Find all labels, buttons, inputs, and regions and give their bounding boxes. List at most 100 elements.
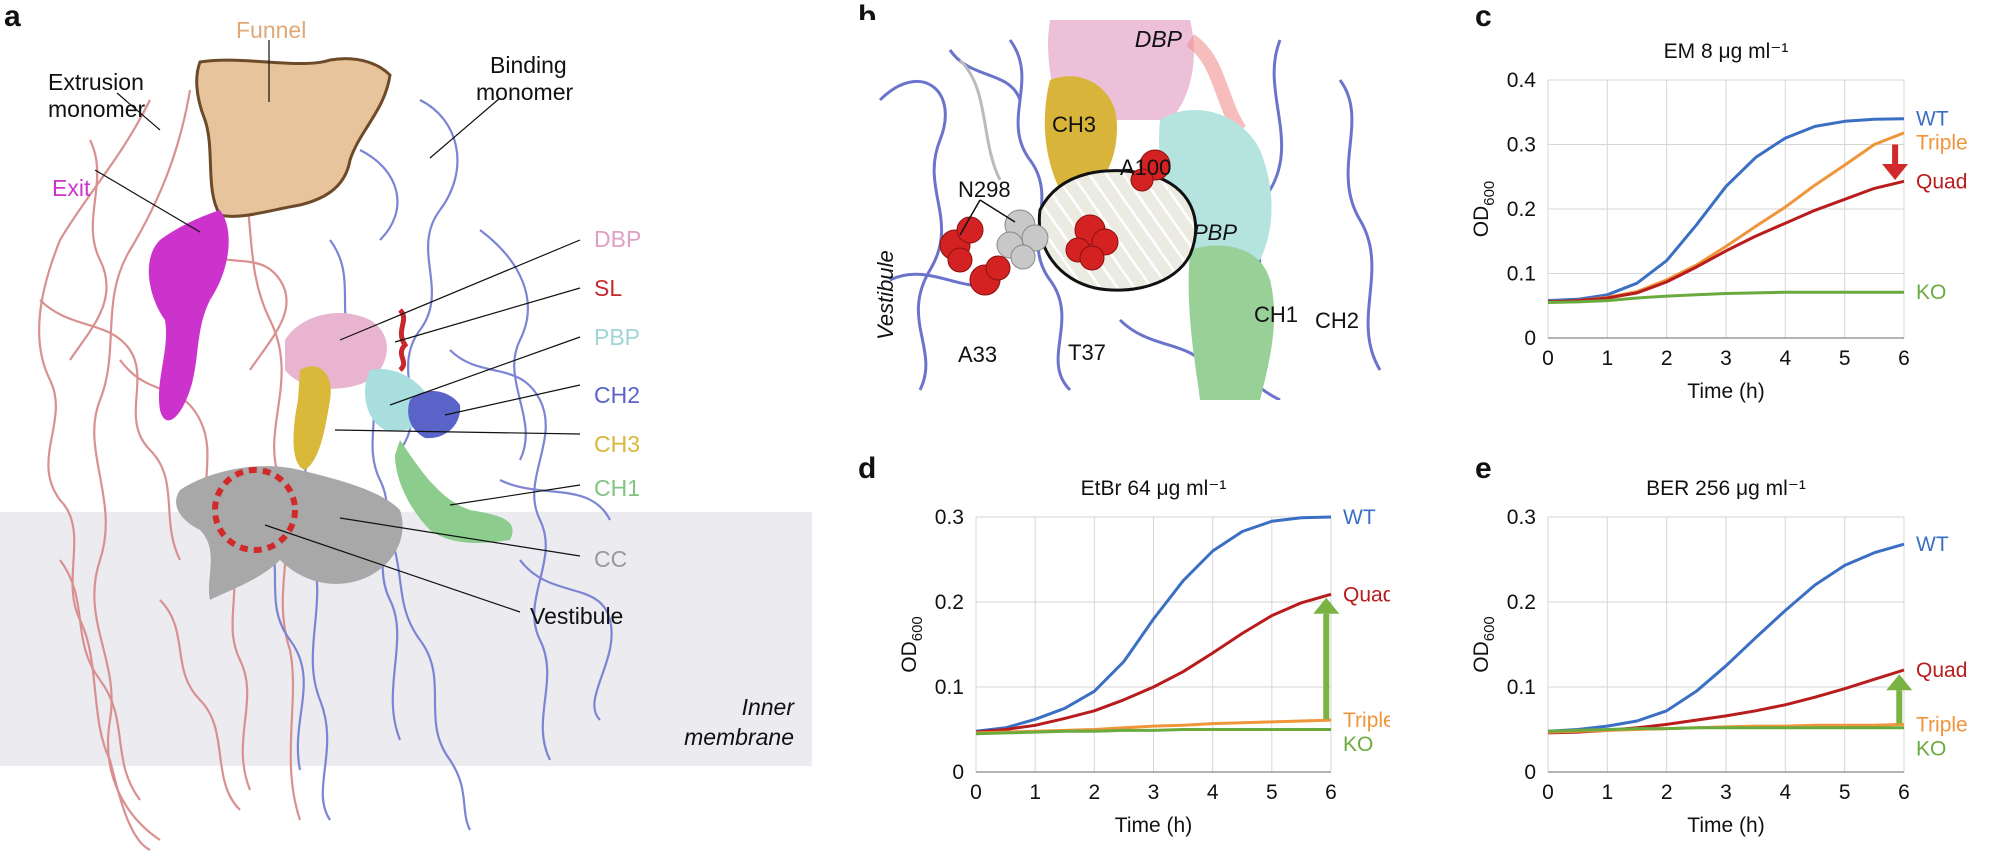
b-n298-leaders: [959, 199, 1016, 236]
chart-e-xtick-label: 2: [1661, 781, 1673, 804]
b-label-ch2: CH2: [1315, 308, 1359, 333]
panel-letter-a: a: [4, 0, 21, 33]
chart-e-legend-wt: WT: [1916, 533, 1949, 556]
label-dbp: DBP: [594, 226, 641, 252]
chart-d-xtick-label: 6: [1325, 781, 1337, 804]
b-red-spheres-t37: [1065, 214, 1119, 271]
chart-c-xtick-label: 6: [1898, 347, 1910, 370]
b-label-ch1: CH1: [1254, 302, 1298, 327]
chart-d-ytick-label: 0.3: [935, 506, 964, 529]
grey-ribbon: [958, 58, 1002, 181]
chart-e-xtick-label: 5: [1839, 781, 1851, 804]
chart-c-series-wt: [1547, 117, 1905, 303]
chart-c-ytick-label: 0.2: [1507, 198, 1536, 221]
b-vestibule-hatched: [1037, 169, 1198, 292]
chart-d-legend-quad: Quad: [1343, 583, 1390, 606]
label-ch1: CH1: [594, 475, 640, 501]
chart-c-series-ko: [1547, 290, 1904, 304]
chart-e-xtick-label: 1: [1601, 781, 1613, 804]
chart-c-xtick-label: 0: [1542, 347, 1554, 370]
label-funnel: Funnel: [236, 17, 306, 43]
label-cc: CC: [594, 546, 627, 572]
chart-d-series-wt: [975, 515, 1332, 733]
chart-d-series-ko: [975, 728, 1331, 736]
label-extrusion-line1: Extrusion: [48, 69, 144, 95]
chart-e-legend-triple: Triple: [1916, 713, 1968, 736]
chart-d-xtick-label: 2: [1088, 781, 1100, 804]
label-ch3: CH3: [594, 431, 640, 457]
chart-c-series-quad: [1547, 179, 1905, 304]
chart-c-xtick-label: 4: [1779, 347, 1791, 370]
label-sl: SL: [594, 275, 622, 301]
label-pbp: PBP: [594, 324, 640, 350]
label-exit: Exit: [52, 175, 91, 201]
chart-c-xtick-label: 3: [1720, 347, 1732, 370]
chart-d-ytick-label: 0.1: [935, 676, 964, 699]
chart-e-ytick-label: 0.2: [1507, 591, 1536, 614]
label-binding-line1: Binding: [490, 52, 567, 78]
b-label-dbp: DBP: [1135, 26, 1183, 52]
chart-d-legend-triple: Triple: [1343, 709, 1390, 732]
chart-e-xtick-label: 0: [1542, 781, 1554, 804]
b-red-helix: [1185, 34, 1246, 134]
ch1-surface: [395, 440, 513, 543]
chart-c-legend-quad: Quad: [1916, 170, 1967, 193]
funnel-surface: [195, 57, 392, 218]
b-label-a33: A33: [958, 342, 997, 367]
b-label-pbp: PBP: [1193, 220, 1237, 245]
chart-e-legend-ko: KO: [1916, 737, 1946, 760]
panel-letter-c: c: [1475, 0, 1492, 33]
chart-e-ytick-label: 0.1: [1507, 676, 1536, 699]
chart-c-ytick-label: 0: [1524, 327, 1536, 350]
chart-e-series-ko: [1547, 726, 1904, 733]
chart-d-ylabel: OD600: [898, 616, 926, 673]
chart-e-xlabel: Time (h): [1687, 814, 1764, 837]
b-label-n298: N298: [958, 177, 1011, 202]
chart-c-xtick-label: 5: [1839, 347, 1851, 370]
b-label-vestibule: Vestibule: [873, 250, 898, 340]
chart-e: BER 256 μg ml⁻¹ 0 0.1 0.2 0.3 0 1 2 3 4 5 6 Time (h)…: [1470, 477, 1968, 837]
chart-c-ytick-label: 0.1: [1507, 263, 1536, 286]
chart-c-legend-triple: Triple: [1916, 132, 1968, 155]
chart-c-xlabel: Time (h): [1687, 380, 1764, 403]
chart-e-ytick-label: 0: [1524, 761, 1536, 784]
chart-c-title: EM 8 μg ml⁻¹: [1664, 40, 1789, 63]
ch3-surface: [293, 366, 331, 470]
chart-d: EtBr 64 μg ml⁻¹ 0 0.1 0.2 0.3 0 1 2 3 4 5 6 Time (h)…: [898, 477, 1390, 837]
sl-loop: [397, 308, 409, 372]
chart-d-xtick-label: 1: [1029, 781, 1041, 804]
panel-letter-d: d: [858, 452, 877, 485]
panel-a-structure: Funnel Extrusion monomer Binding monomer…: [0, 17, 812, 851]
chart-e-arrow-head: [1886, 674, 1913, 691]
chart-c-ytick-label: 0.3: [1507, 134, 1536, 157]
chart-c-legend-wt: WT: [1916, 108, 1949, 131]
b-ch3-surface: [1044, 76, 1118, 190]
b-grey-spheres-n298: [996, 209, 1049, 270]
panel-b-closeup: DBP CH3 A100 N298 PBP Vestibule A33 T37 …: [860, 20, 1410, 400]
chart-d-xtick-label: 0: [970, 781, 982, 804]
b-label-a100: A100: [1120, 155, 1171, 180]
chart-e-xtick-label: 4: [1779, 781, 1791, 804]
b-red-spheres-a100: [1130, 149, 1171, 192]
chart-d-xtick-label: 3: [1148, 781, 1160, 804]
chart-c-arrow-head: [1882, 163, 1909, 180]
chart-e-xtick-label: 3: [1720, 781, 1732, 804]
b-label-t37: T37: [1068, 340, 1106, 365]
chart-d-xlabel: Time (h): [1115, 814, 1192, 837]
chart-e-ytick-label: 0.3: [1507, 506, 1536, 529]
chart-d-xtick-label: 5: [1266, 781, 1278, 804]
chart-d-arrow-head: [1313, 597, 1340, 614]
chart-e-legend-quad: Quad: [1916, 659, 1967, 682]
label-binding-line2: monomer: [476, 79, 573, 105]
chart-d-ytick-label: 0: [952, 761, 964, 784]
ch2-surface: [408, 390, 461, 439]
chart-c: EM 8 μg ml⁻¹ 0 0.1 0.2 0.3 0.4 0 1 2 3 4 5 6 Time (h)…: [1470, 40, 1968, 403]
chart-e-title: BER 256 μg ml⁻¹: [1646, 477, 1806, 500]
label-extrusion-line2: monomer: [48, 96, 145, 122]
chart-e-xtick-label: 6: [1898, 781, 1910, 804]
vestibule-dashed-circle: [212, 467, 298, 553]
chart-e-ylabel: OD600: [1470, 616, 1498, 673]
label-membrane-line2: membrane: [684, 724, 794, 750]
b-label-ch3: CH3: [1052, 112, 1096, 137]
b-ch1-surface: [1188, 245, 1275, 400]
